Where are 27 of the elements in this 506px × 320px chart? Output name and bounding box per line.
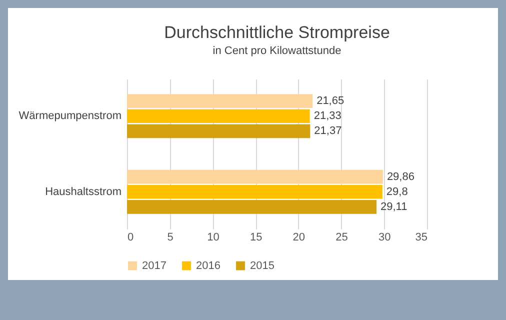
x-tick-label: 15 [250,232,262,244]
x-tick-label: 0 [128,232,134,244]
bar [127,109,310,124]
x-tick-label: 30 [378,232,391,244]
bar [127,94,313,108]
data-label: 29,86 [386,170,414,183]
data-label: 21,33 [314,110,342,122]
bar [127,200,377,214]
legend-label: 2016 [196,260,220,272]
data-label: 29,11 [380,200,408,213]
x-tick-label: 5 [167,232,174,244]
x-tick-label: 10 [207,232,220,244]
chart-subtitle: in Cent pro Kilowattstunde [212,45,342,57]
x-tick-label: 20 [292,232,306,244]
legend-label: 2015 [250,260,274,272]
bar [127,170,383,184]
x-tick-label: 25 [336,232,348,244]
data-label: 21,65 [316,95,344,108]
y-tick-label: Wärmepumpenstrom [18,110,122,122]
data-label: 21,37 [314,125,342,138]
bar [127,124,310,138]
legend-label: 2017 [142,260,166,272]
y-tick-label: Haushaltsstrom [45,186,122,198]
bar [127,184,382,199]
x-tick-label: 35 [415,232,428,244]
chart-title: Durchschnittliche Strompreise [164,23,390,42]
data-label: 29,8 [386,186,408,198]
